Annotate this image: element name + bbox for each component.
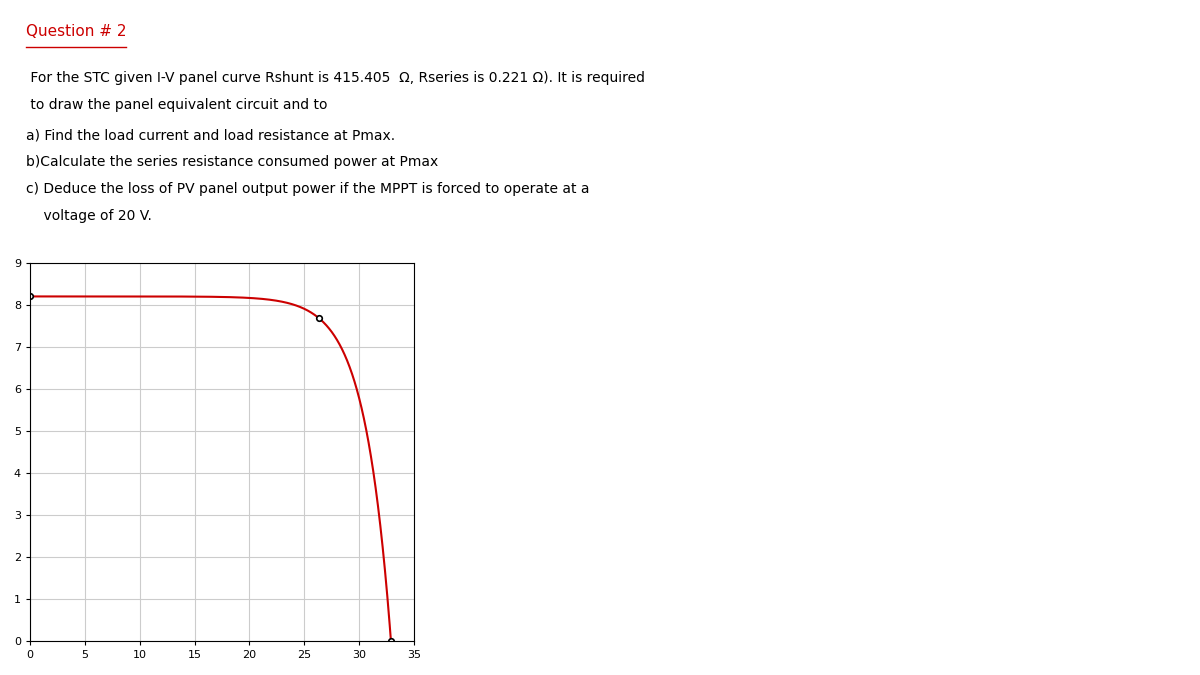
Text: a) Find the load current and load resistance at Pmax.: a) Find the load current and load resist… (26, 128, 396, 142)
Text: For the STC given I-V panel curve Rshunt is 415.405  Ω, Rseries is 0.221 Ω). It : For the STC given I-V panel curve Rshunt… (26, 71, 646, 85)
Text: to draw the panel equivalent circuit and to: to draw the panel equivalent circuit and… (26, 98, 328, 112)
Text: b)Calculate the series resistance consumed power at Pmax: b)Calculate the series resistance consum… (26, 155, 439, 169)
Text: c) Deduce the loss of PV panel output power if the MPPT is forced to operate at : c) Deduce the loss of PV panel output po… (26, 182, 590, 196)
Text: voltage of 20 V.: voltage of 20 V. (26, 209, 152, 223)
Text: Question # 2: Question # 2 (26, 24, 127, 38)
